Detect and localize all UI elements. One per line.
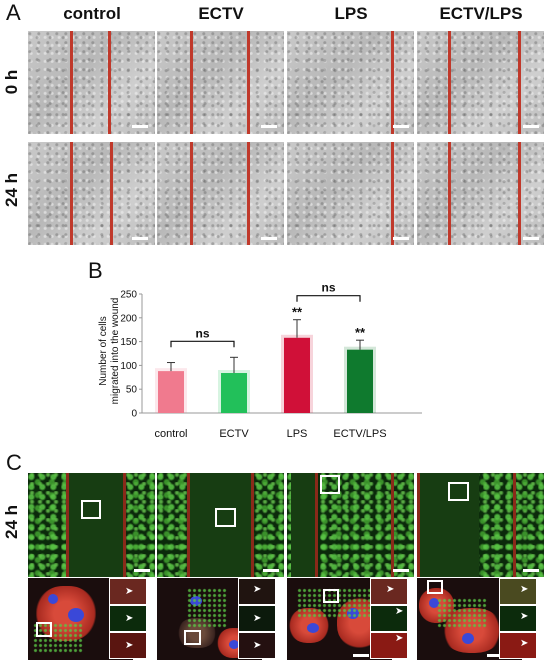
- bar-chart: Number of cellsmigrated into the wound 0…: [98, 281, 422, 440]
- inset-lps-green: ➤: [370, 605, 408, 632]
- inset-ectvlps-red: ➤: [499, 632, 537, 659]
- chart-axes: 0 50 100 150 200 250: [120, 290, 422, 420]
- y-axis-label: Number of cellsmigrated into the wound: [98, 298, 121, 405]
- fluorescence-image-ectvlps: [417, 473, 544, 577]
- inset-ectv-red: ➤: [238, 632, 276, 659]
- y-tick-label: 0: [131, 409, 137, 420]
- inset-lps-red: ➤: [370, 632, 408, 659]
- bracket-label: ns: [195, 326, 209, 340]
- confocal-zoom-ectvlps: [417, 578, 522, 660]
- inset-ectv-merge: ➤: [238, 578, 276, 605]
- inset-ectvlps-merge: ➤: [499, 578, 537, 605]
- chart-bars: [155, 319, 376, 413]
- x-tick-label: LPS: [287, 428, 308, 440]
- bar: [284, 337, 310, 413]
- y-tick-label: 50: [126, 385, 138, 396]
- phase-image-ectv-24h: [157, 142, 284, 245]
- bar: [158, 371, 184, 413]
- significance-bracket: [170, 340, 235, 348]
- confocal-zoom-control: [28, 578, 133, 660]
- phase-image-lps-0h: [287, 31, 414, 134]
- phase-image-control-24h: [28, 142, 155, 245]
- fluorescence-image-ectv: [157, 473, 284, 577]
- phase-image-control-0h: [28, 31, 155, 134]
- inset-control-merge: ➤: [109, 578, 147, 605]
- column-header-ectv: ECTV: [198, 4, 244, 23]
- inset-ectv-green: ➤: [238, 605, 276, 632]
- column-header-ectv-lps: ECTV/LPS: [439, 4, 523, 23]
- inset-control-green: ➤: [109, 605, 147, 632]
- x-tick-label: ECTV: [219, 428, 249, 440]
- y-tick-label: 250: [120, 290, 137, 301]
- panel-a-letter: A: [6, 0, 21, 25]
- x-tick-labels: control ECTV LPS ECTV/LPS: [154, 428, 386, 440]
- phase-image-ectvlps-24h: [417, 142, 544, 245]
- panel-c-letter: C: [6, 450, 22, 475]
- significance-marker: **: [355, 325, 366, 340]
- inset-lps-merge: ➤: [370, 578, 408, 605]
- phase-image-ectv-0h: [157, 31, 284, 134]
- panel-b-letter: B: [88, 258, 103, 283]
- y-tick-label: 100: [120, 361, 137, 372]
- row-label-panel-c-24h: 24 h: [2, 504, 21, 540]
- y-tick-label: 150: [120, 337, 137, 348]
- fluorescence-image-control: [28, 473, 155, 577]
- inset-control-red: ➤: [109, 632, 147, 659]
- significance-bracket: [296, 295, 361, 302]
- fluorescence-image-lps: [287, 473, 414, 577]
- phase-image-ectvlps-0h: [417, 31, 544, 134]
- significance-marker: **: [292, 305, 303, 320]
- inset-ectvlps-green: ➤: [499, 605, 537, 632]
- x-tick-label: ECTV/LPS: [333, 428, 386, 440]
- column-header-lps: LPS: [334, 4, 368, 23]
- y-tick-label: 200: [120, 313, 137, 324]
- bar: [347, 349, 373, 413]
- row-label-0h: 0 h: [2, 69, 21, 95]
- chart-annotations: ** ** ns ns: [170, 281, 366, 348]
- x-tick-label: control: [154, 428, 187, 440]
- bracket-label: ns: [321, 281, 335, 295]
- bar: [221, 373, 247, 413]
- row-label-24h: 24 h: [2, 172, 21, 208]
- phase-image-lps-24h: [287, 142, 414, 245]
- column-header-control: control: [63, 4, 121, 23]
